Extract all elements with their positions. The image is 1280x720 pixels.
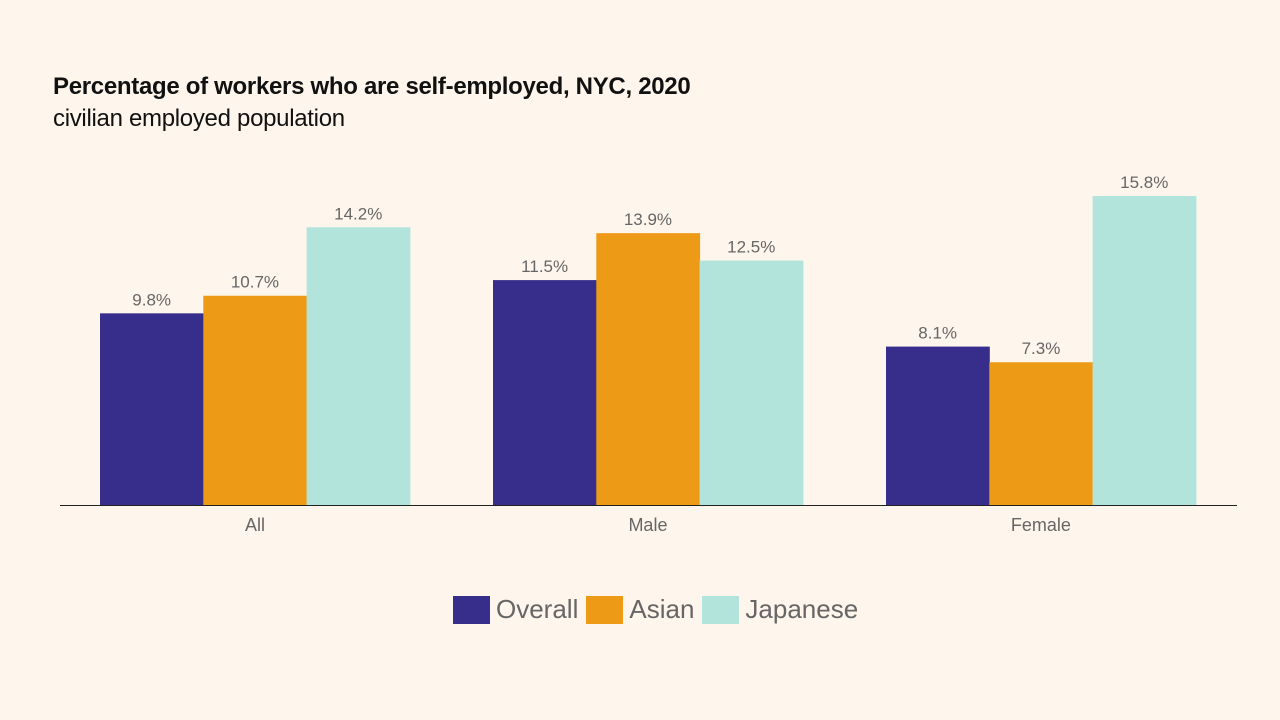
data-label: 8.1% (918, 324, 957, 343)
legend-item-overall: Overall (453, 594, 578, 625)
data-label: 11.5% (521, 257, 568, 276)
legend-swatch-overall (453, 595, 490, 624)
data-label: 10.7% (231, 273, 279, 292)
legend-label-japanese: Japanese (745, 594, 859, 624)
bar-asian-male (596, 233, 701, 505)
x-tick-label: All (245, 515, 265, 535)
data-label: 14.2% (334, 204, 382, 223)
bar-asian-all (203, 295, 308, 505)
data-label: 13.9% (624, 210, 672, 229)
x-tick-label: Female (1011, 515, 1071, 535)
bar-overall-male (493, 280, 597, 505)
data-label: 15.8% (1120, 173, 1168, 192)
legend-swatch-japanese (702, 595, 740, 624)
legend-item-asian: Asian (586, 594, 694, 625)
legend: Overall Asian Japanese (453, 594, 866, 625)
bar-overall-all (100, 313, 204, 505)
bar-asian-female (989, 362, 1094, 505)
chart-subtitle: civilian employed population (53, 105, 345, 132)
x-tick-label: Male (628, 515, 667, 535)
data-label: 9.8% (132, 290, 171, 309)
bar-japanese-female (1092, 196, 1197, 505)
data-label: 12.5% (727, 238, 775, 257)
legend-item-japanese: Japanese (702, 594, 858, 625)
data-label: 7.3% (1022, 339, 1061, 358)
legend-label-asian: Asian (629, 594, 695, 624)
legend-label-overall: Overall (496, 594, 579, 624)
bar-overall-female (886, 346, 990, 505)
legend-swatch-asian (586, 595, 624, 624)
chart-title: Percentage of workers who are self-emplo… (53, 73, 691, 100)
bar-japanese-male (699, 260, 804, 505)
bar-japanese-all (306, 227, 411, 505)
